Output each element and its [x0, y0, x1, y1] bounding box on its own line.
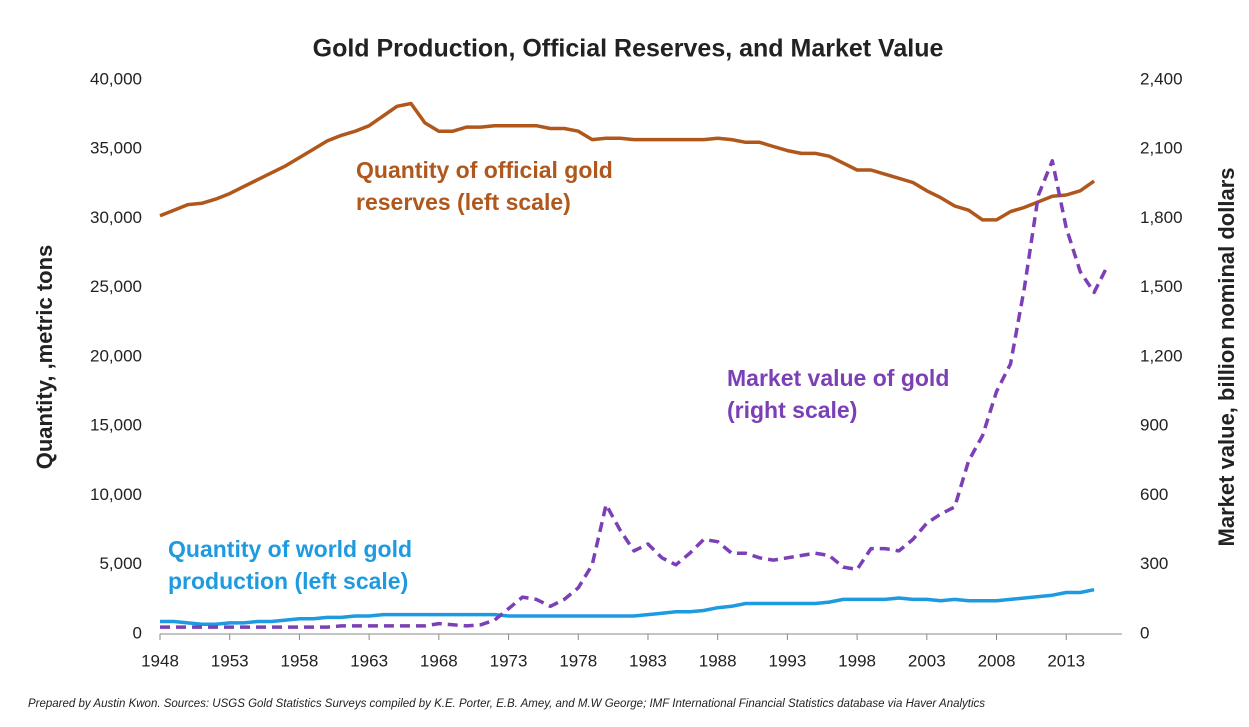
y-tick-label: 35,000: [90, 139, 142, 158]
y2-tick-label: 900: [1140, 416, 1168, 435]
y2-tick-label: 0: [1140, 623, 1149, 642]
y-tick-label: 40,000: [90, 69, 142, 88]
annotation: production (left scale): [168, 568, 408, 594]
footnote: Prepared by Austin Kwon. Sources: USGS G…: [28, 698, 985, 710]
x-tick-label: 1978: [559, 651, 597, 670]
y-tick-label: 15,000: [90, 416, 142, 435]
y2-axis-label: Market value, billion nominal dollars: [1214, 168, 1239, 547]
annotation: (right scale): [727, 397, 857, 423]
y2-tick-label: 1,200: [1140, 346, 1183, 365]
x-tick-label: 1968: [420, 651, 458, 670]
annotation: Quantity of world gold: [168, 536, 412, 562]
series-line: [159, 101, 1096, 222]
y-axis-label: Quantity, ,metric tons: [32, 245, 57, 470]
y2-tick-label: 1,500: [1140, 277, 1183, 296]
y2-tick-label: 2,400: [1140, 69, 1183, 88]
x-tick-label: 2013: [1047, 651, 1085, 670]
y-tick-label: 25,000: [90, 277, 142, 296]
y2-tick-label: 300: [1140, 554, 1168, 573]
x-tick-label: 1963: [350, 651, 388, 670]
y2-tick-label: 2,100: [1140, 139, 1183, 158]
x-tick-label: 1958: [281, 651, 319, 670]
x-tick-label: 1993: [768, 651, 806, 670]
y2-tick-label: 600: [1140, 485, 1168, 504]
x-tick-label: 1983: [629, 651, 667, 670]
y-tick-label: 20,000: [90, 346, 142, 365]
x-tick-label: 1998: [838, 651, 876, 670]
y-tick-label: 0: [133, 623, 142, 642]
x-tick-label: 1953: [211, 651, 249, 670]
annotation: Market value of gold: [727, 365, 949, 391]
x-tick-label: 2003: [908, 651, 946, 670]
annotation: reserves (left scale): [356, 189, 571, 215]
series-line: [160, 587, 1095, 627]
chart-title: Gold Production, Official Reserves, and …: [313, 35, 944, 63]
x-tick-label: 1973: [490, 651, 528, 670]
y-tick-label: 30,000: [90, 208, 142, 227]
y-tick-label: 5,000: [99, 554, 142, 573]
x-tick-label: 2008: [978, 651, 1016, 670]
series-line: [160, 159, 1110, 629]
annotation: Quantity of official gold: [356, 157, 613, 183]
y2-tick-label: 1,800: [1140, 208, 1183, 227]
y-tick-label: 10,000: [90, 485, 142, 504]
x-tick-label: 1948: [141, 651, 179, 670]
x-tick-label: 1988: [699, 651, 737, 670]
